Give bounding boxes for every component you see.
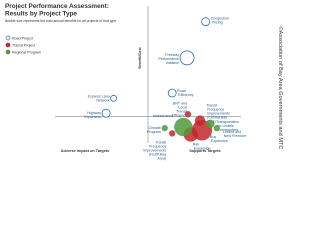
legend-marker bbox=[5, 42, 11, 48]
bubble-label: Maintenance bbox=[153, 114, 174, 118]
legend-marker bbox=[5, 35, 11, 41]
legend-label: Regional Program bbox=[12, 50, 41, 54]
chart-title: Results by Project Type bbox=[5, 11, 77, 18]
y-axis-label: Benefit/Cost bbox=[138, 47, 142, 69]
bubble-label: BRT and Local Transit Efficiency bbox=[171, 101, 188, 117]
bubble-label: Rail Expansion bbox=[193, 142, 211, 150]
bubble-label: Bus Expansion bbox=[210, 135, 228, 143]
background bbox=[0, 0, 285, 177]
x-axis-label-left: Adverse Impact on Targets bbox=[61, 149, 109, 153]
bubble bbox=[179, 50, 195, 66]
bubble-label: Lifeline and New Freedom bbox=[223, 130, 247, 138]
bubble-label: Express Lane Network bbox=[88, 94, 110, 102]
legend-label: Road Project bbox=[12, 36, 33, 40]
x-axis-label-right: Supports Targets bbox=[189, 149, 220, 153]
legend-label: Transit Project bbox=[12, 43, 35, 47]
bubble bbox=[206, 119, 215, 128]
legend-marker bbox=[5, 49, 11, 55]
subtitle: Bubble size represents the total annual … bbox=[5, 19, 116, 23]
bubble-label: Congestion Pricing bbox=[211, 17, 229, 25]
bubble bbox=[169, 130, 176, 137]
chart-title: Project Performance Assessment: bbox=[5, 3, 109, 10]
bubble-label: Road Efficiency bbox=[177, 89, 194, 97]
bubble-label: Climate Program bbox=[146, 126, 161, 134]
bubble bbox=[174, 117, 193, 137]
bubble-label: Transportation for Livable Communities bbox=[216, 120, 239, 132]
bubble-label: Highway Expansion bbox=[83, 111, 101, 119]
bubble bbox=[161, 124, 168, 132]
credit: ©Association of Bay Area Governments and… bbox=[277, 27, 284, 150]
bubble bbox=[184, 111, 192, 118]
bubble bbox=[213, 124, 220, 132]
bubble bbox=[101, 108, 111, 118]
bubble bbox=[110, 94, 117, 102]
chart: Project Performance Assessment: Results … bbox=[0, 0, 285, 177]
bubble-label: Freeway Performance Initiative bbox=[157, 53, 179, 65]
bubble bbox=[167, 88, 177, 98]
bubble bbox=[201, 17, 211, 27]
bubble-label: Transit Frequency Improvements (North Ba… bbox=[142, 140, 166, 160]
